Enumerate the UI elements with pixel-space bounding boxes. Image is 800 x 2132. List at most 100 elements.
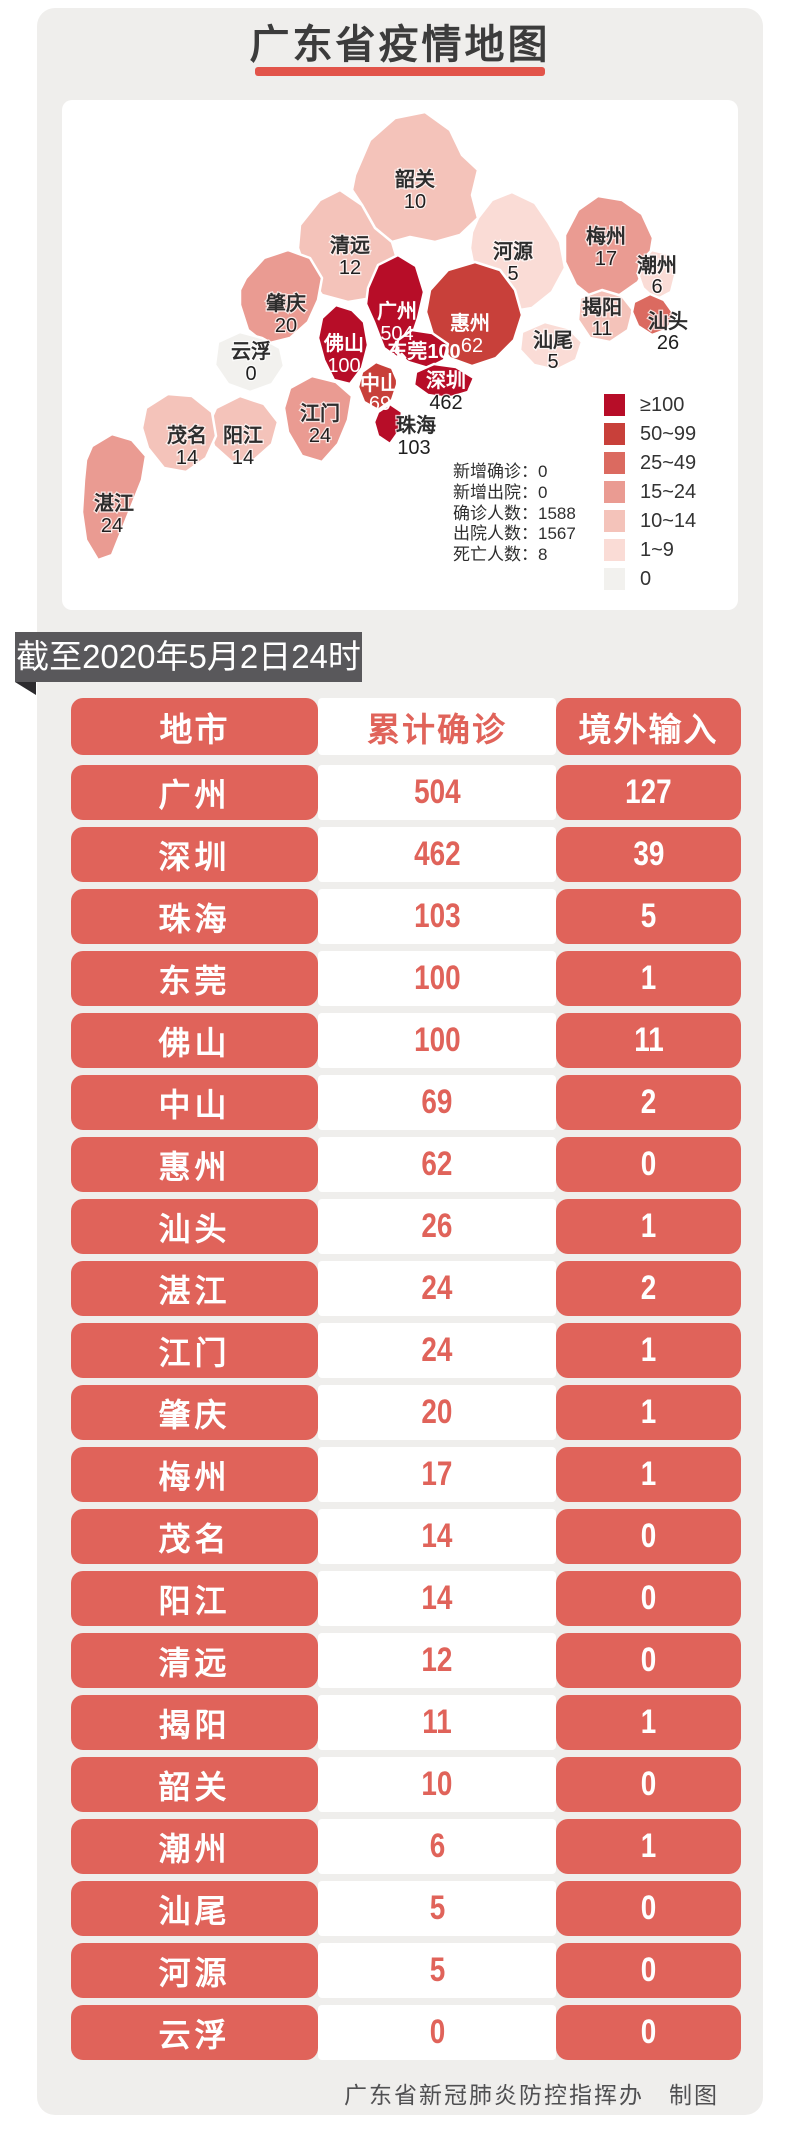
legend-swatch xyxy=(604,481,625,503)
confirmed-cell: 462 xyxy=(318,827,556,882)
confirmed-cell: 24 xyxy=(318,1261,556,1316)
city-cell: 肇庆 xyxy=(71,1385,318,1440)
legend-item: 50~99 xyxy=(604,423,696,445)
imported-cell: 1 xyxy=(556,1199,741,1254)
city-cell: 茂名 xyxy=(71,1509,318,1564)
table-row: 深圳 462 39 xyxy=(71,827,741,882)
map-value-shantou: 26 xyxy=(657,332,679,354)
confirmed-cell: 11 xyxy=(318,1695,556,1750)
map-legend: ≥100 50~99 25~49 15~24 10~14 1~9 0 xyxy=(604,394,696,597)
imported-value: 127 xyxy=(625,773,672,811)
map-value-zhongshan: 69 xyxy=(369,393,391,415)
table-row: 珠海 103 5 xyxy=(71,889,741,944)
city-name: 珠海 xyxy=(158,900,231,937)
map-value-meizhou: 17 xyxy=(595,248,617,270)
city-cell: 江门 xyxy=(71,1323,318,1378)
city-cell: 云浮 xyxy=(71,2005,318,2060)
city-cell: 梅州 xyxy=(71,1447,318,1502)
confirmed-value: 24 xyxy=(421,1331,453,1369)
map-label-zhanjiang: 湛江 xyxy=(94,492,134,515)
imported-value: 2 xyxy=(640,1083,657,1121)
region-shantou xyxy=(630,292,676,337)
imported-cell: 0 xyxy=(556,2005,741,2060)
imported-value: 0 xyxy=(640,1641,657,1679)
city-name: 惠州 xyxy=(158,1148,231,1185)
imported-cell: 39 xyxy=(556,827,741,882)
confirmed-value: 5 xyxy=(429,1889,445,1927)
map-label-jiangmen: 江门 xyxy=(300,401,340,425)
map-value-qingyuan: 12 xyxy=(339,257,361,279)
map-label-chaozhou: 潮州 xyxy=(637,254,677,277)
city-name: 汕头 xyxy=(158,1210,231,1247)
stat-line: 确诊人数：1588 xyxy=(453,503,576,523)
confirmed-cell: 14 xyxy=(318,1571,556,1626)
region-dongguan xyxy=(394,328,450,370)
table-body: 广州 504 127 深圳 462 39 珠海 103 5 东莞 100 1 佛… xyxy=(71,765,741,2060)
confirmed-value: 6 xyxy=(429,1827,445,1865)
legend-swatch xyxy=(604,423,625,445)
table-row: 江门 24 1 xyxy=(71,1323,741,1378)
map-label-jieyang: 揭阳 xyxy=(582,295,622,319)
map-label-dongguan: 东莞100 xyxy=(387,339,460,363)
imported-cell: 127 xyxy=(556,765,741,820)
imported-value: 0 xyxy=(640,1765,657,1803)
city-name: 佛山 xyxy=(158,1024,231,1061)
confirmed-value: 100 xyxy=(413,1021,461,1059)
region-zhuhai xyxy=(372,402,404,446)
map-label-foshan: 佛山 xyxy=(323,332,364,355)
region-foshan xyxy=(316,303,370,386)
imported-cell: 11 xyxy=(556,1013,741,1068)
confirmed-cell: 5 xyxy=(318,1881,556,1936)
legend-swatch xyxy=(604,452,625,474)
city-cell: 清远 xyxy=(71,1633,318,1688)
map-value-chaozhou: 6 xyxy=(651,276,662,298)
map-value-huizhou: 62 xyxy=(461,335,483,357)
confirmed-cell: 504 xyxy=(318,765,556,820)
city-cell: 佛山 xyxy=(71,1013,318,1068)
title-underline xyxy=(255,67,545,76)
city-name: 揭阳 xyxy=(158,1706,231,1743)
table-row: 河源 5 0 xyxy=(71,1943,741,1998)
legend-label: 0 xyxy=(640,567,652,590)
confirmed-value: 5 xyxy=(429,1951,445,1989)
city-name: 江门 xyxy=(158,1334,231,1371)
table-row: 肇庆 20 1 xyxy=(71,1385,741,1440)
imported-cell: 2 xyxy=(556,1075,741,1130)
confirmed-value: 100 xyxy=(413,959,461,997)
map-value-yunfu: 0 xyxy=(245,363,256,385)
imported-cell: 0 xyxy=(556,1137,741,1192)
region-chaozhou xyxy=(636,248,678,302)
city-cell: 河源 xyxy=(71,1943,318,1998)
legend-swatch xyxy=(604,510,625,532)
map-label-shenzhen: 深圳 xyxy=(426,369,466,392)
confirmed-cell: 10 xyxy=(318,1757,556,1812)
legend-label: 25~49 xyxy=(640,451,697,474)
imported-cell: 0 xyxy=(556,1509,741,1564)
imported-cell: 0 xyxy=(556,1633,741,1688)
city-cell: 揭阳 xyxy=(71,1695,318,1750)
region-shenzhen xyxy=(412,362,476,400)
city-cell: 湛江 xyxy=(71,1261,318,1316)
imported-value: 1 xyxy=(640,1331,657,1369)
imported-value: 0 xyxy=(640,1517,657,1555)
table-row: 中山 69 2 xyxy=(71,1075,741,1130)
confirmed-value: 20 xyxy=(421,1393,453,1431)
confirmed-cell: 12 xyxy=(318,1633,556,1688)
imported-cell: 1 xyxy=(556,1695,741,1750)
imported-value: 1 xyxy=(640,1703,657,1741)
confirmed-cell: 62 xyxy=(318,1137,556,1192)
table-row: 云浮 0 0 xyxy=(71,2005,741,2060)
legend-item: ≥100 xyxy=(604,394,696,416)
region-zhanjiang xyxy=(80,432,148,562)
imported-value: 1 xyxy=(640,1207,657,1245)
header-imported: 境外输入 xyxy=(556,698,741,755)
legend-swatch xyxy=(604,539,625,561)
imported-value: 0 xyxy=(640,1951,657,1989)
page-title: 广东省疫情地图 xyxy=(249,23,551,67)
region-yunfu xyxy=(213,330,286,394)
confirmed-value: 0 xyxy=(429,2013,445,2051)
confirmed-value: 14 xyxy=(421,1517,453,1555)
map-label-shaoguan: 韶关 xyxy=(395,167,435,191)
legend-swatch xyxy=(604,394,625,416)
imported-cell: 1 xyxy=(556,1819,741,1874)
